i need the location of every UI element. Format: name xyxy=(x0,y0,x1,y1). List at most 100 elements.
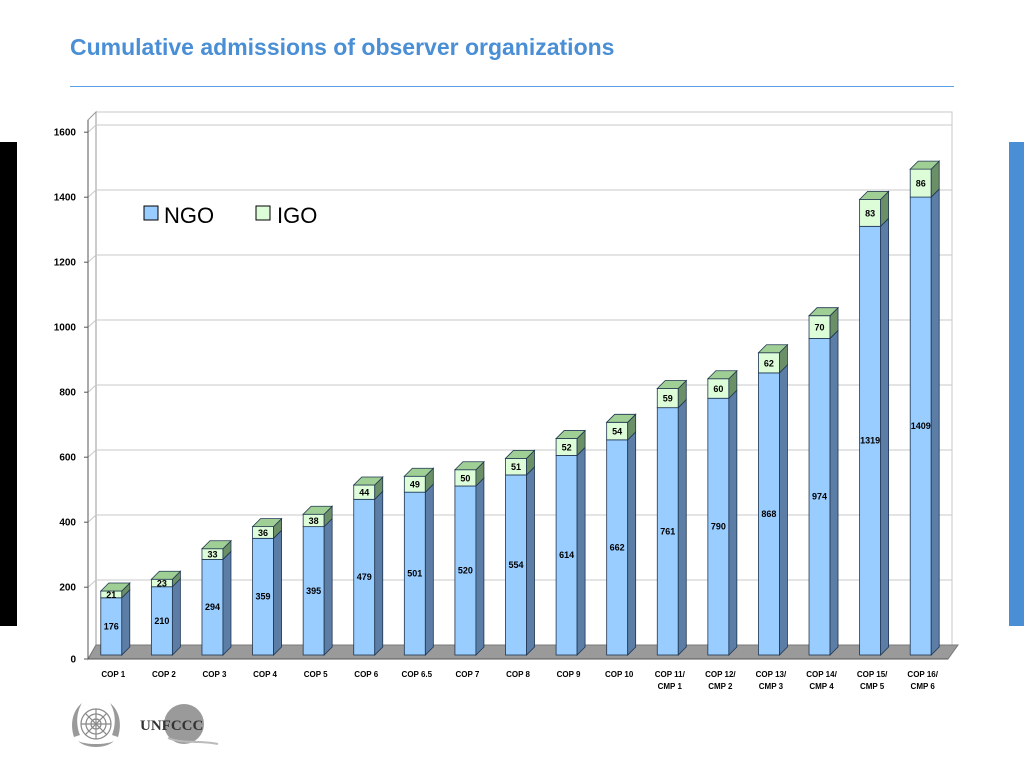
igo-value-label: 51 xyxy=(511,462,521,472)
y-tick-label: 0 xyxy=(70,655,76,666)
ngo-value-label: 520 xyxy=(458,566,473,576)
igo-value-label: 33 xyxy=(207,550,217,560)
x-category-label: COP 2 xyxy=(152,670,176,679)
left-edge-bar xyxy=(0,142,17,626)
bar-igo-top xyxy=(403,467,435,477)
bar-igo-top xyxy=(201,540,232,550)
un-emblem-logo xyxy=(72,703,120,747)
bar-ngo-side xyxy=(273,529,282,656)
bar-igo-top xyxy=(453,461,485,471)
igo-value-label: 83 xyxy=(865,208,875,218)
chart-bars xyxy=(99,160,941,656)
x-category-label: COP 12/ xyxy=(705,670,736,679)
bar-igo-top xyxy=(808,307,839,317)
bar-ngo-side xyxy=(627,430,637,656)
x-category-label: COP 14/ xyxy=(806,670,837,679)
ngo-value-label: 554 xyxy=(508,560,523,570)
ngo-value-label: 614 xyxy=(559,550,574,560)
x-category-label: CMP 3 xyxy=(759,682,784,691)
legend-swatch-igo xyxy=(255,205,271,221)
y-tick-label: 600 xyxy=(59,453,76,464)
x-category-label: CMP 2 xyxy=(708,682,733,691)
y-tick-label: 1000 xyxy=(54,323,77,334)
bar-ngo-side xyxy=(779,363,788,656)
bar-ngo-side xyxy=(424,483,434,656)
y-tick-label: 400 xyxy=(59,518,76,529)
legend-label-igo: IGO xyxy=(277,203,317,228)
x-category-label: COP 6 xyxy=(354,670,378,679)
y-tick-label: 1200 xyxy=(54,258,77,269)
gridline-side xyxy=(87,449,97,458)
legend-label-ngo: NGO xyxy=(164,203,214,228)
bar-igo-top xyxy=(909,160,941,170)
bar-ngo-side xyxy=(728,389,738,656)
x-category-label: COP 10 xyxy=(605,670,634,679)
ngo-value-label: 210 xyxy=(154,616,169,626)
bar-ngo-side xyxy=(677,398,687,656)
bar-ngo-side xyxy=(880,217,890,656)
ngo-value-label: 662 xyxy=(610,542,625,552)
igo-value-label: 62 xyxy=(764,358,774,368)
unfccc-logo: UNFCCC xyxy=(140,704,219,745)
ngo-value-label: 790 xyxy=(711,522,726,532)
x-category-label: COP 8 xyxy=(506,670,530,679)
right-edge-bar xyxy=(1009,142,1024,626)
chart-labels: 176 21 COP 1 210 23 COP 2 294 33 COP 3 359 36 COP 4… xyxy=(101,179,938,691)
igo-value-label: 49 xyxy=(410,480,420,490)
igo-value-label: 38 xyxy=(309,516,319,526)
bar-ngo-side xyxy=(374,490,384,656)
gridline-side xyxy=(87,189,97,198)
ngo-value-label: 1409 xyxy=(911,421,931,431)
bar-ngo-side xyxy=(171,577,181,656)
x-category-label: COP 6.5 xyxy=(402,670,433,679)
x-category-label: CMP 4 xyxy=(809,682,834,691)
ngo-value-label: 868 xyxy=(761,509,776,519)
bar-igo-top xyxy=(504,449,536,459)
bar-igo-top xyxy=(150,570,182,580)
gridline-side xyxy=(87,124,97,133)
legend-swatch-ngo xyxy=(143,205,159,221)
bar-igo-top xyxy=(302,505,334,515)
bar-igo-top xyxy=(605,413,637,423)
title-divider xyxy=(70,86,954,87)
ngo-value-label: 1319 xyxy=(860,436,880,446)
x-category-label: CMP 1 xyxy=(658,682,683,691)
chart-legend: NGO IGO xyxy=(143,203,317,228)
x-category-label: COP 7 xyxy=(455,670,479,679)
y-tick-label: 1400 xyxy=(54,193,77,204)
igo-value-label: 44 xyxy=(359,488,369,498)
igo-value-label: 60 xyxy=(713,384,723,394)
y-tick-label: 800 xyxy=(59,388,76,399)
bar-ngo-side xyxy=(526,465,535,656)
slide-title: Cumulative admissions of observer organi… xyxy=(70,34,615,60)
ngo-value-label: 761 xyxy=(660,526,675,536)
bar-ngo-side xyxy=(323,517,333,656)
bar-ngo-side xyxy=(829,329,839,656)
igo-value-label: 23 xyxy=(157,579,167,589)
ngo-value-label: 501 xyxy=(407,569,422,579)
bar-igo-top xyxy=(656,380,688,389)
x-category-label: COP 1 xyxy=(101,670,125,679)
x-category-label: COP 15/ xyxy=(857,670,888,679)
bar-ngo-side xyxy=(576,446,586,656)
gridline-side xyxy=(87,254,97,263)
ngo-value-label: 359 xyxy=(256,592,271,602)
igo-value-label: 21 xyxy=(106,590,116,600)
bar-igo-top xyxy=(251,518,283,528)
gridline-side xyxy=(87,384,97,393)
unfccc-logo-text: UNFCCC xyxy=(140,718,203,734)
bar-igo-top xyxy=(757,344,789,354)
bar-ngo-side xyxy=(222,550,232,656)
x-category-label: COP 16/ xyxy=(907,670,938,679)
igo-value-label: 59 xyxy=(663,394,673,404)
bar-ngo-side xyxy=(475,477,485,656)
x-category-label: COP 4 xyxy=(253,670,277,679)
ngo-value-label: 395 xyxy=(306,586,321,596)
igo-value-label: 86 xyxy=(916,179,926,189)
x-category-label: COP 9 xyxy=(557,670,581,679)
bar-igo-top xyxy=(858,190,890,200)
bar-ngo-side xyxy=(930,188,940,656)
igo-value-label: 70 xyxy=(815,323,825,333)
y-tick-label: 200 xyxy=(59,583,76,594)
ngo-value-label: 974 xyxy=(812,492,827,502)
